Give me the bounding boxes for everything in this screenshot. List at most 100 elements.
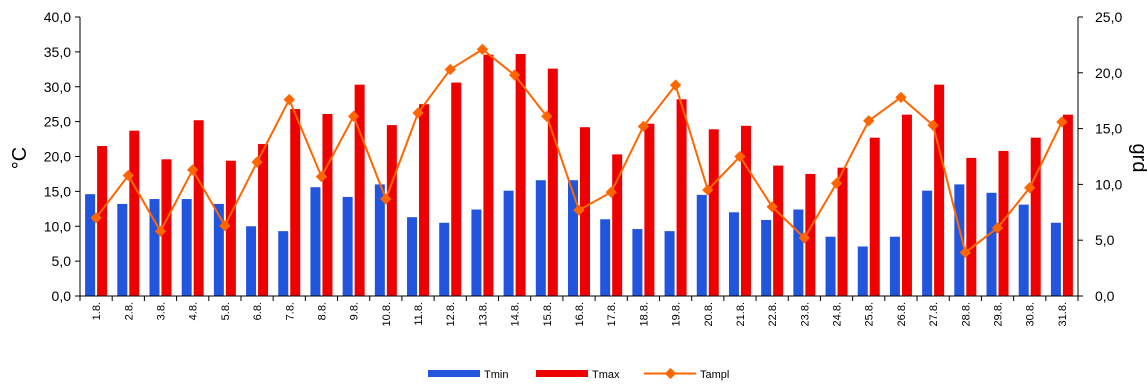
bar-tmax xyxy=(644,123,655,296)
bar-tmax xyxy=(225,160,236,296)
legend-swatch-tmax xyxy=(536,370,588,377)
bar-tmax xyxy=(547,68,558,297)
x-tick-label: 14.8. xyxy=(510,302,522,326)
bar-tmin xyxy=(471,209,482,296)
bar-tmin xyxy=(922,190,933,296)
bar-tmin xyxy=(149,199,160,296)
y-tick-label-left: 20,0 xyxy=(44,149,71,165)
x-tick-label: 23.8. xyxy=(799,302,811,326)
bar-tmin xyxy=(664,231,675,296)
bar-tmax xyxy=(129,130,140,296)
point-tampl xyxy=(830,177,843,189)
bar-tmax xyxy=(773,165,784,296)
y-tick-label-left: 10,0 xyxy=(44,218,71,234)
y-tick-label-left: 25,0 xyxy=(44,114,71,130)
bar-tmin xyxy=(117,203,128,296)
bar-tmin xyxy=(310,187,321,296)
legend-label-tmax: Tmax xyxy=(592,369,620,381)
legend-label-tampl: Tampl xyxy=(700,369,729,381)
tick-labels-layer: 0,0 5,0 10,0 15,0 20,0 25,0 30,0 35,0 40,0 0,0 5,0… xyxy=(44,9,1123,326)
legend: Tmin Tmax Tampl xyxy=(428,367,729,381)
y-tick-label-right: 5,0 xyxy=(1095,232,1115,248)
bar-tmax xyxy=(290,109,301,296)
bar-tmax xyxy=(354,84,365,296)
point-tampl xyxy=(1024,182,1036,194)
bar-tmin xyxy=(213,203,224,296)
bar-tmin xyxy=(439,222,450,296)
x-tick-label: 30.8. xyxy=(1025,302,1037,326)
y-tick-label-left: 30,0 xyxy=(44,79,71,95)
bar-tmin xyxy=(568,180,578,296)
point-tampl xyxy=(734,150,746,163)
x-tick-label: 9.8. xyxy=(349,302,361,320)
x-tick-label: 25.8. xyxy=(864,302,876,326)
bar-tmax xyxy=(258,143,269,296)
y-tick-label-left: 15,0 xyxy=(44,183,71,199)
bar-tmax xyxy=(1062,114,1073,297)
y-tick-label-left: 5,0 xyxy=(52,253,72,269)
x-tick-label: 24.8. xyxy=(832,302,844,326)
legend-swatch-tampl-marker xyxy=(664,367,677,380)
bar-tmin xyxy=(535,180,546,296)
point-tampl xyxy=(798,232,811,244)
point-tampl xyxy=(702,184,714,196)
x-tick-label: 21.8. xyxy=(735,302,747,326)
bar-tmin xyxy=(85,194,96,296)
y-axis-title-left: °C xyxy=(9,147,31,169)
bar-tmax xyxy=(740,125,751,296)
x-tick-label: 27.8. xyxy=(928,302,940,326)
bar-tmax xyxy=(515,53,526,296)
bar-tmax xyxy=(869,137,880,296)
bar-tmax xyxy=(97,146,108,296)
point-tampl xyxy=(154,225,167,237)
x-tick-label: 8.8. xyxy=(316,302,328,320)
x-tick-label: 4.8. xyxy=(188,302,200,320)
point-tampl xyxy=(605,186,617,198)
x-tick-label: 5.8. xyxy=(220,302,232,320)
x-tick-label: 12.8. xyxy=(445,302,457,326)
x-tick-label: 6.8. xyxy=(252,302,264,320)
bar-tmax xyxy=(901,114,912,297)
bar-tmax xyxy=(322,113,333,296)
bar-tmax xyxy=(193,120,204,296)
point-tampl xyxy=(283,93,295,106)
x-tick-label: 29.8. xyxy=(993,302,1005,326)
axes-layer xyxy=(75,16,1083,301)
bar-tmin xyxy=(728,212,739,296)
bar-tmin xyxy=(793,209,804,296)
x-tick-label: 15.8. xyxy=(542,302,554,326)
x-tick-label: 22.8. xyxy=(767,302,779,326)
bar-tmax xyxy=(386,125,397,296)
x-tick-label: 3.8. xyxy=(155,302,167,320)
bar-tmax xyxy=(483,54,494,296)
bar-tmax xyxy=(708,129,719,296)
x-tick-label: 7.8. xyxy=(284,302,296,320)
bar-tmax xyxy=(419,104,430,296)
point-tampl xyxy=(251,156,263,168)
x-tick-label: 26.8. xyxy=(896,302,908,326)
bar-tmax xyxy=(966,157,977,296)
bar-tmax xyxy=(612,154,623,296)
bar-tmin xyxy=(986,192,997,296)
bar-tmin xyxy=(503,190,514,296)
bar-tmin xyxy=(342,196,353,296)
bar-tmax xyxy=(161,159,172,296)
tampl-line-layer xyxy=(90,43,1068,259)
point-tampl xyxy=(991,222,1004,234)
bar-tmax xyxy=(451,82,462,296)
bar-tmin xyxy=(954,184,965,296)
bar-tmax xyxy=(1030,137,1041,296)
line-tampl xyxy=(95,48,1063,255)
x-tick-label: 11.8. xyxy=(413,302,425,326)
y-tick-label-right: 0,0 xyxy=(1095,288,1115,304)
y-axis-title-right: grd xyxy=(1128,144,1147,173)
x-tick-label: 10.8. xyxy=(381,302,393,326)
bar-tmin xyxy=(857,246,868,296)
bar-tmin xyxy=(278,231,289,296)
x-tick-label: 16.8. xyxy=(574,302,586,326)
bar-tmax xyxy=(934,84,945,296)
point-tampl xyxy=(573,204,585,216)
point-tampl xyxy=(959,246,971,259)
bar-tmin xyxy=(1018,204,1029,296)
